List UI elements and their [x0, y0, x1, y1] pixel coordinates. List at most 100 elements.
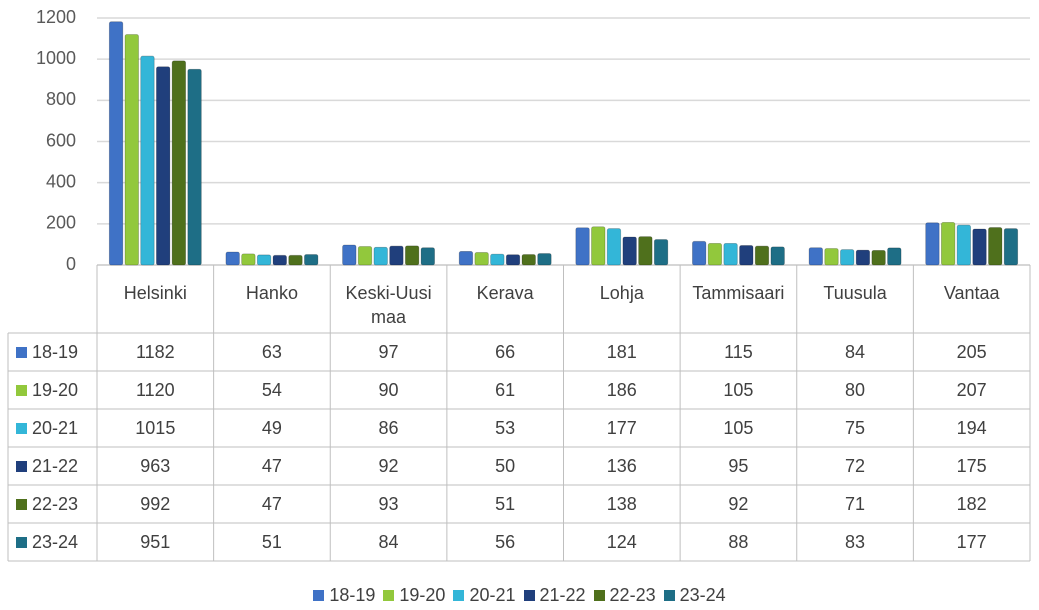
bar — [272, 254, 287, 266]
table-value: 49 — [261, 417, 282, 438]
y-tick-label: 800 — [46, 89, 76, 109]
bar — [357, 246, 373, 266]
bar — [1003, 228, 1019, 266]
bar — [855, 249, 871, 266]
bar — [420, 247, 435, 266]
table-value: 136 — [606, 455, 637, 476]
row-label: 22-23 — [8, 485, 97, 523]
bar — [723, 242, 738, 266]
category-label: Helsinki — [123, 283, 187, 303]
table-value: 92 — [728, 493, 749, 514]
legend-label: 21-22 — [539, 585, 586, 605]
table-value: 95 — [728, 455, 749, 476]
table-value: 207 — [956, 379, 987, 400]
bar — [187, 68, 202, 266]
bar — [156, 66, 171, 266]
bar — [739, 245, 754, 266]
table-value: 53 — [495, 417, 516, 438]
table-value: 124 — [606, 531, 637, 552]
legend-label: 20-21 — [469, 585, 516, 605]
bar — [988, 227, 1003, 266]
bar — [925, 222, 940, 266]
bar — [940, 221, 956, 266]
legend-key — [663, 590, 675, 601]
legend-key — [523, 590, 535, 601]
table-value: 54 — [261, 379, 282, 400]
table-value: 66 — [495, 341, 516, 362]
bar — [638, 236, 653, 266]
legend-item: 20-21 — [453, 585, 516, 606]
bar — [342, 244, 357, 266]
table-value: 72 — [845, 455, 866, 476]
series-name: 23-24 — [32, 531, 79, 552]
row-label: 18-19 — [8, 333, 97, 371]
table-value: 63 — [261, 341, 282, 362]
legend-label: 18-19 — [329, 585, 376, 605]
bar — [404, 245, 420, 266]
bar — [108, 21, 124, 266]
bar — [288, 254, 303, 266]
legend-key — [16, 346, 27, 358]
bar — [871, 249, 886, 266]
table-value: 115 — [724, 341, 753, 362]
row-label: 23-24 — [8, 523, 97, 561]
bar — [622, 236, 637, 266]
legend-item: 19-20 — [383, 585, 445, 606]
bar — [124, 34, 139, 266]
legend-key — [593, 590, 605, 601]
bar — [808, 247, 823, 266]
legend-label: 22-23 — [609, 585, 656, 605]
table-value: 84 — [845, 341, 866, 362]
series-name: 18-19 — [32, 341, 79, 362]
legend-item: 23-24 — [663, 585, 726, 606]
table-value: 71 — [845, 493, 866, 514]
bar — [171, 60, 187, 266]
table-value: 83 — [845, 531, 866, 552]
table-value: 1120 — [135, 379, 175, 400]
bar — [304, 254, 319, 266]
series-name: 22-23 — [32, 493, 79, 514]
bar — [824, 248, 839, 266]
category-label: Lohja — [599, 283, 644, 303]
category-label: Kerava — [476, 283, 534, 303]
table-value: 105 — [723, 379, 754, 400]
legend-key — [16, 498, 27, 510]
table-value: 93 — [378, 493, 399, 514]
bar — [692, 240, 707, 266]
legend-key — [16, 536, 27, 548]
table-value: 177 — [956, 531, 987, 552]
y-tick-label: 400 — [46, 171, 76, 191]
table-value: 47 — [261, 493, 282, 514]
legend: 18-19 19-20 20-21 21-22 22-23 23-24 — [0, 585, 1039, 606]
table-value: 963 — [140, 455, 171, 476]
category-label: Tuusula — [823, 283, 887, 303]
table-value: 182 — [956, 493, 987, 514]
table-value: 84 — [378, 531, 399, 552]
table-value: 992 — [140, 493, 171, 514]
table-value: 194 — [956, 417, 987, 438]
bar — [653, 239, 669, 266]
bar — [505, 254, 521, 266]
table-value: 90 — [378, 379, 399, 400]
table-value: 105 — [723, 417, 754, 438]
table-value: 61 — [495, 379, 516, 400]
bar — [707, 242, 723, 266]
bar — [521, 254, 536, 266]
y-tick-label: 200 — [46, 213, 76, 233]
bar — [537, 253, 552, 266]
table-value: 51 — [261, 531, 282, 552]
series-name: 21-22 — [32, 455, 79, 476]
series-name: 19-20 — [32, 379, 79, 400]
table-value: 181 — [606, 341, 637, 362]
y-tick-label: 1200 — [36, 7, 76, 27]
table-value: 47 — [261, 455, 282, 476]
bar — [972, 228, 987, 266]
bar — [770, 246, 785, 266]
bar — [887, 247, 902, 266]
bar — [389, 245, 404, 266]
row-label: 21-22 — [8, 447, 97, 485]
category-label: Hanko — [245, 283, 298, 303]
bar — [606, 228, 622, 266]
table-value: 50 — [495, 455, 516, 476]
